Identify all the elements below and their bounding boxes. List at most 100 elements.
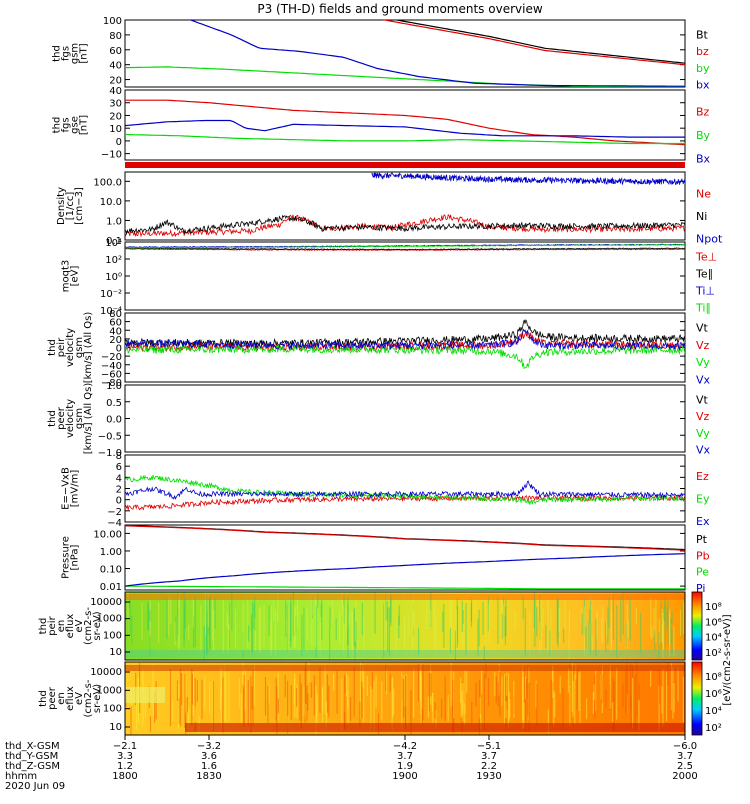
ytick-label: −4 <box>107 518 122 529</box>
ylabel-line: gse <box>70 116 81 134</box>
spectrogram-texture <box>483 646 485 660</box>
xaxis-value: 1830 <box>196 771 221 782</box>
spectrogram-texture <box>353 608 355 647</box>
spectrogram-texture <box>670 617 672 644</box>
spectrogram-texture <box>525 676 527 699</box>
spectrogram-texture <box>391 678 393 731</box>
spectrogram-texture <box>606 621 608 637</box>
spectrogram-texture <box>385 596 387 638</box>
spectrogram-texture <box>211 681 213 731</box>
spectrogram-texture <box>251 686 253 710</box>
spectrogram-band <box>185 723 685 732</box>
spectrogram-texture <box>498 664 500 696</box>
colorbar-tick-label: 10⁸ <box>705 672 722 683</box>
spectrogram-texture <box>421 708 423 726</box>
spectrogram-texture <box>184 674 186 728</box>
spectrogram-texture <box>359 662 362 719</box>
spectrogram-texture <box>590 600 592 655</box>
spectrogram-texture <box>306 607 308 641</box>
spectrogram-texture <box>336 670 338 714</box>
legend-Bz: Bz <box>696 106 710 119</box>
spectrogram-texture <box>568 609 570 637</box>
spectrogram-texture <box>497 681 499 707</box>
spectrogram-texture <box>226 613 228 628</box>
spectrogram-texture <box>478 609 480 647</box>
series-Vy <box>125 344 685 370</box>
spectrogram-texture <box>508 692 510 721</box>
colorbar-tick-label: 10⁶ <box>705 689 722 700</box>
spectrogram-texture <box>450 662 452 707</box>
spectrogram-texture <box>593 684 595 701</box>
spectrogram-texture <box>404 624 406 640</box>
spectrogram-texture <box>274 609 277 657</box>
spectrogram-texture <box>462 683 464 715</box>
spectrogram-texture <box>572 681 574 717</box>
spectrogram-texture <box>345 608 347 639</box>
spectrogram-texture <box>294 608 296 648</box>
spectrogram-texture <box>602 607 604 644</box>
xaxis-value: 3.3 <box>117 751 133 762</box>
spectrogram-texture <box>306 685 308 722</box>
spectrogram-texture <box>194 678 196 732</box>
spectrogram-texture <box>321 599 323 641</box>
separator-band <box>125 162 685 168</box>
ylabel-line: [km/s] (All Qs) <box>83 383 94 455</box>
spectrogram-texture <box>351 612 353 660</box>
spectrogram-texture <box>243 687 245 725</box>
spectrogram-texture <box>504 606 506 645</box>
legend-Pt: Pt <box>696 533 708 546</box>
spectrogram-texture <box>673 682 675 713</box>
spectrogram-texture <box>595 619 597 657</box>
spectrogram-texture <box>428 672 430 712</box>
ytick-label: 10 <box>109 722 122 733</box>
ytick-label: 0.10 <box>100 565 122 576</box>
xaxis-value: 2.5 <box>677 761 693 772</box>
spectrogram-texture <box>220 678 222 729</box>
spectrogram-texture <box>470 602 472 622</box>
colorbar-tick-label: 10⁴ <box>705 633 722 644</box>
spectrogram-texture <box>666 671 668 722</box>
spectrogram-texture <box>270 605 273 657</box>
ylabel-line: Density <box>56 187 67 225</box>
legend-Pb: Pb <box>696 549 710 562</box>
spectrogram-texture <box>412 609 414 657</box>
spectrogram-texture <box>363 670 365 723</box>
spectrogram-texture <box>277 592 279 623</box>
spectrogram-texture <box>299 674 301 721</box>
spectrogram-texture <box>562 688 564 731</box>
series-Te∥ <box>125 247 685 251</box>
spectrogram-texture <box>363 615 365 653</box>
ytick-label: 1000 <box>97 614 122 625</box>
xaxis-value: −2.1 <box>113 741 137 752</box>
spectrogram-texture <box>300 683 302 729</box>
spectrogram-texture <box>417 663 420 702</box>
spectrogram-texture <box>550 679 552 725</box>
legend-Vy: Vy <box>696 356 710 369</box>
spectrogram-band <box>125 687 165 703</box>
spectrogram-texture <box>406 674 408 729</box>
spectrogram-texture <box>594 674 596 719</box>
xaxis-value: −3.2 <box>197 741 221 752</box>
legend-Bt: Bt <box>696 28 709 41</box>
ylabel-line: peer <box>56 406 67 430</box>
ytick-label: 1.0 <box>106 381 122 392</box>
spectrogram-texture <box>453 671 455 719</box>
spectrogram-texture <box>258 606 260 651</box>
spectrogram-texture <box>319 622 321 659</box>
ylabel-line: gsm <box>70 43 81 64</box>
spectrogram-texture <box>343 712 346 729</box>
ytick-label: 0 <box>116 344 122 355</box>
spectrogram-texture <box>240 693 242 723</box>
spectrogram-texture <box>316 694 318 723</box>
spectrogram-texture <box>419 670 421 702</box>
spectrogram-texture <box>465 603 467 656</box>
ylabel-line: thd <box>38 690 49 707</box>
legend-Vx: Vx <box>696 373 711 386</box>
panel-frame <box>124 384 686 453</box>
spectrogram-texture <box>209 595 211 649</box>
xaxis-value: 1.6 <box>201 761 217 772</box>
